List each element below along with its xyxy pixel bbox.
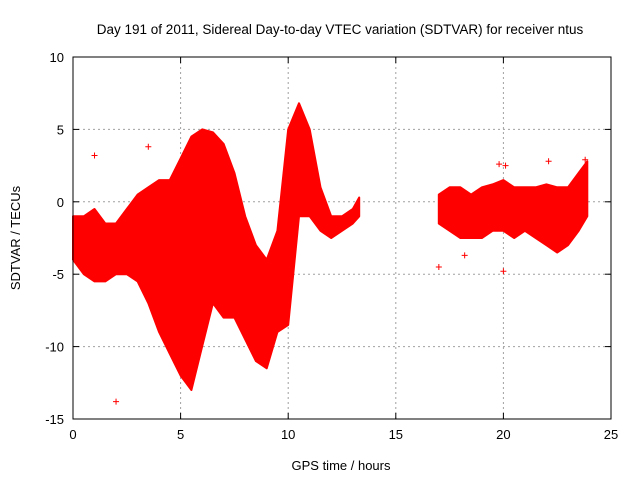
x-tick-label: 15 bbox=[389, 427, 403, 442]
y-axis-label: SDTVAR / TECUs bbox=[8, 185, 23, 290]
data-band-segment-2 bbox=[437, 160, 589, 254]
outlier-point bbox=[461, 252, 468, 259]
y-tick-label: 0 bbox=[57, 195, 64, 210]
y-tick-label: -10 bbox=[45, 340, 64, 355]
data-band-segment-1 bbox=[72, 102, 361, 391]
outlier-point bbox=[496, 161, 503, 168]
x-tick-label: 10 bbox=[281, 427, 295, 442]
outlier-point bbox=[545, 158, 552, 165]
tick-labels: 0 5 10 15 20 25 10 5 0 -5 -10 -15 bbox=[45, 50, 618, 442]
ticks bbox=[72, 56, 612, 420]
outlier-point bbox=[435, 263, 442, 270]
y-tick-label: -15 bbox=[45, 412, 64, 427]
outlier-point bbox=[500, 268, 507, 275]
x-axis-label: GPS time / hours bbox=[292, 458, 391, 473]
outlier-point bbox=[91, 152, 98, 159]
outlier-point bbox=[113, 398, 120, 405]
plot-frame bbox=[72, 56, 612, 420]
y-tick-label: 10 bbox=[50, 50, 64, 65]
chart-title: Day 191 of 2011, Sidereal Day-to-day VTE… bbox=[97, 22, 584, 37]
x-tick-label: 0 bbox=[69, 427, 76, 442]
y-tick-label: 5 bbox=[57, 122, 64, 137]
outlier-point bbox=[145, 143, 152, 150]
outlier-point bbox=[502, 162, 509, 169]
outlier-point bbox=[582, 156, 589, 163]
data-points bbox=[72, 102, 589, 405]
x-tick-label: 5 bbox=[177, 427, 184, 442]
x-tick-label: 25 bbox=[604, 427, 618, 442]
x-tick-label: 20 bbox=[496, 427, 510, 442]
y-tick-label: -5 bbox=[52, 267, 64, 282]
